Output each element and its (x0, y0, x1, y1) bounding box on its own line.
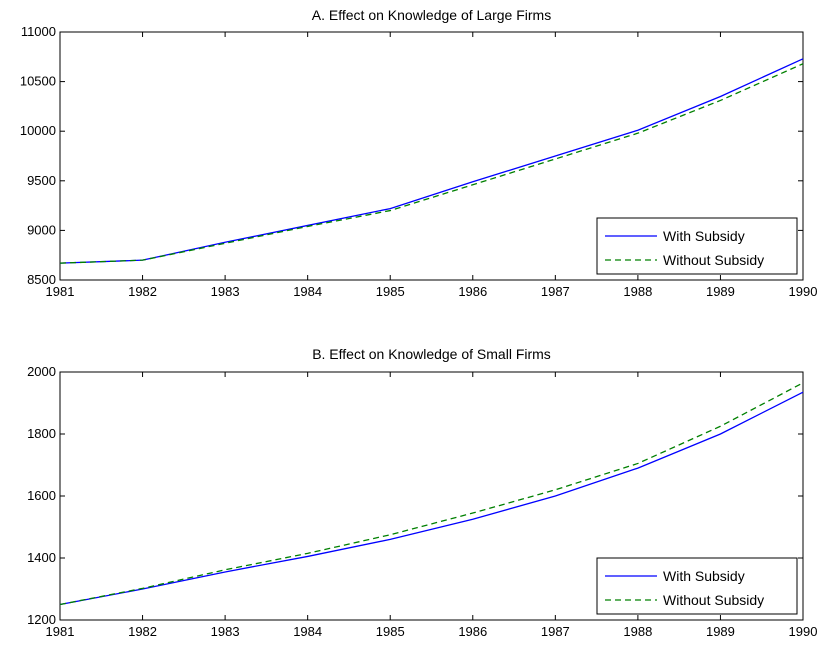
x-tick-label: 1983 (211, 284, 240, 299)
x-tick-label: 1982 (128, 284, 157, 299)
y-tick-label: 9500 (27, 173, 56, 188)
y-tick-label: 10000 (20, 123, 56, 138)
x-tick-label: 1981 (46, 284, 75, 299)
y-tick-label: 8500 (27, 272, 56, 287)
x-tick-label: 1986 (458, 624, 487, 639)
x-tick-label: 1987 (541, 624, 570, 639)
x-tick-label: 1987 (541, 284, 570, 299)
series-line-with-subsidy (59, 391, 804, 606)
legend-label: With Subsidy (663, 228, 745, 244)
legend-label: With Subsidy (663, 568, 745, 584)
y-tick-label: 1800 (27, 426, 56, 441)
x-tick-label: 1990 (789, 284, 818, 299)
x-tick-label: 1990 (789, 624, 818, 639)
x-tick-label: 1984 (293, 284, 322, 299)
y-tick-label: 10500 (20, 74, 56, 89)
x-tick-label: 1984 (293, 624, 322, 639)
y-tick-label: 2000 (27, 364, 56, 379)
panel-a: A. Effect on Knowledge of Large Firms 198… (20, 7, 818, 299)
x-tick-label: 1981 (46, 624, 75, 639)
legend-box (596, 557, 798, 615)
x-tick-label: 1989 (706, 624, 735, 639)
chart-title: A. Effect on Knowledge of Large Firms (312, 7, 551, 23)
y-tick-label: 9000 (27, 222, 56, 237)
x-tick-label: 1985 (376, 284, 405, 299)
legend: With Subsidy Without Subsidy (596, 217, 798, 275)
x-tick-label: 1988 (623, 624, 652, 639)
legend-box (596, 217, 798, 275)
y-tick-label: 1600 (27, 488, 56, 503)
axes-box (59, 31, 804, 281)
y-tick-label: 1400 (27, 550, 56, 565)
legend: With Subsidy Without Subsidy (596, 557, 798, 615)
x-tick-label: 1983 (211, 624, 240, 639)
legend-label: Without Subsidy (663, 592, 764, 608)
x-tick-label: 1982 (128, 624, 157, 639)
x-tick-label: 1989 (706, 284, 735, 299)
legend-label: Without Subsidy (663, 252, 764, 268)
chart-title: B. Effect on Knowledge of Small Firms (312, 346, 551, 362)
x-tick-label: 1985 (376, 624, 405, 639)
x-tick-label: 1988 (623, 284, 652, 299)
panel-b: B. Effect on Knowledge of Small Firms 198… (27, 346, 817, 639)
x-tick-label: 1986 (458, 284, 487, 299)
series-line-without-subsidy (59, 63, 804, 264)
y-tick-label: 1200 (27, 612, 56, 627)
series-line-without-subsidy (59, 382, 804, 606)
y-tick-label: 11000 (21, 24, 56, 39)
